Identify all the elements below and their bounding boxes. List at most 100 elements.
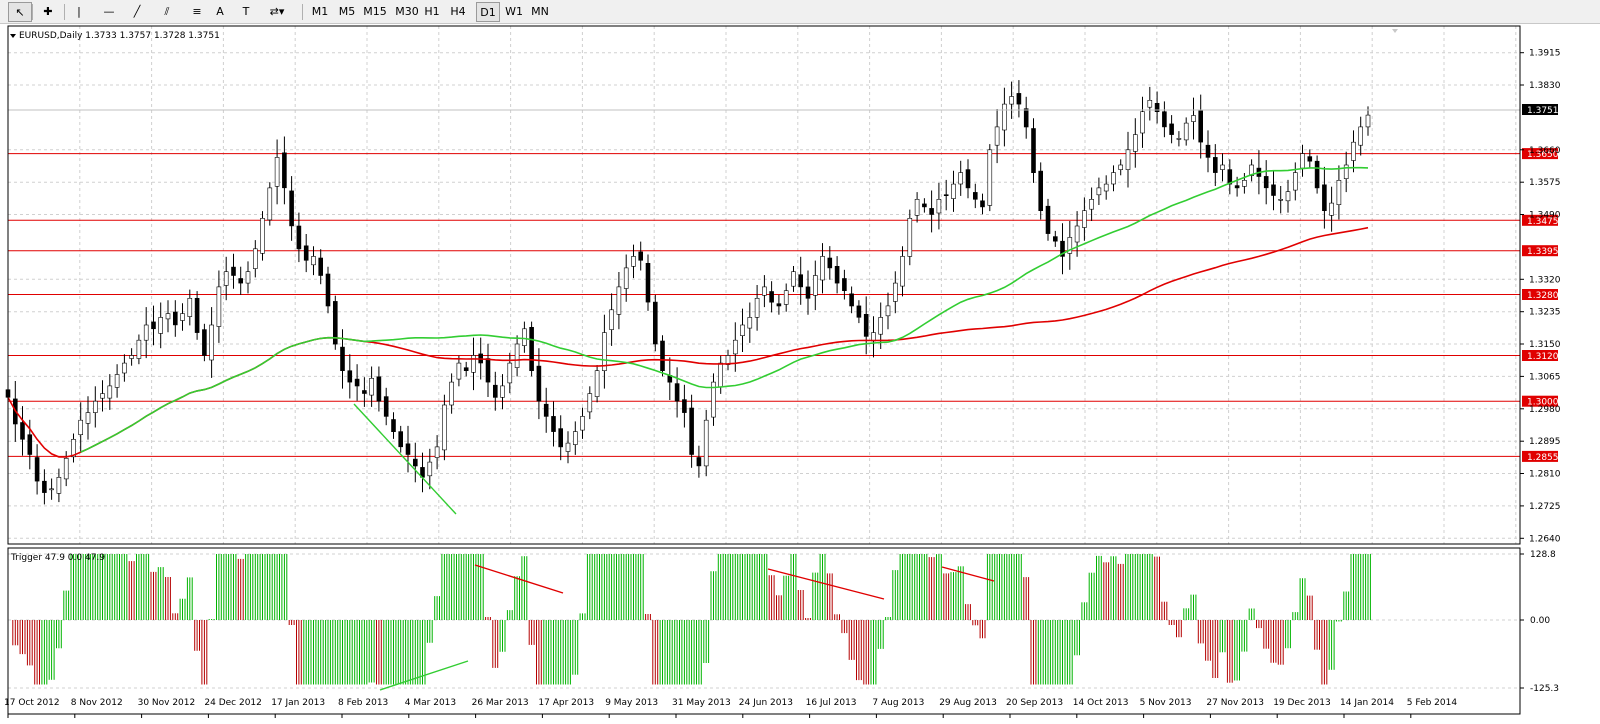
candle	[325, 266, 331, 314]
candle	[1125, 131, 1131, 188]
candle	[965, 159, 971, 199]
timeframe-m1-button[interactable]: M1	[311, 5, 329, 18]
candle	[194, 291, 200, 340]
candle	[289, 176, 294, 241]
candle	[456, 355, 462, 387]
candle	[245, 261, 251, 294]
trendline-green-main[interactable]	[353, 403, 457, 515]
main-chart-frame	[7, 25, 1521, 545]
y-tick-label: 1.3150	[1529, 340, 1561, 350]
y-tick-label: 1.2640	[1529, 534, 1561, 544]
current-price-label: 1.3751	[1527, 106, 1559, 116]
equidistant-channel-tool-button[interactable]: ⫽	[156, 2, 178, 22]
indicator-tick-label: -125.3	[1530, 684, 1559, 694]
candle	[638, 241, 644, 271]
horizontal-line-tool-button[interactable]: —	[98, 2, 120, 22]
support-resistance-lines[interactable]: 1.3650 1.3475 1.3395 1.3280 1.3120 1.3000 1.28…	[8, 148, 1559, 463]
candle	[1351, 130, 1356, 173]
candle	[1154, 91, 1160, 124]
candle	[1074, 211, 1080, 257]
trading-chart[interactable]: 1.3650 1.3475 1.3395 1.3280 1.3120 1.3000 1.28…	[0, 24, 1600, 724]
timeframe-mn-button[interactable]: MN	[531, 5, 549, 18]
candle	[631, 244, 636, 279]
text-tool-button[interactable]: A	[210, 2, 230, 22]
cursor-tool-button[interactable]: ↖	[8, 2, 32, 22]
candle	[1031, 118, 1036, 183]
x-tick-label: 20 Sep 2013	[1006, 698, 1063, 708]
candle	[543, 387, 549, 433]
candle	[143, 307, 149, 359]
timeframe-h4-button[interactable]: H4	[450, 5, 466, 18]
drawn-trendlines[interactable]	[353, 403, 995, 691]
arrows-tool-button[interactable]: ⇄▾	[262, 2, 292, 22]
candle	[1198, 94, 1203, 159]
x-tick-label: 30 Nov 2012	[138, 698, 196, 708]
chart-shift-marker-icon[interactable]	[1392, 29, 1398, 33]
x-tick-label: 5 Feb 2014	[1407, 698, 1458, 708]
candle	[711, 373, 716, 426]
candle	[1096, 177, 1102, 205]
candle	[776, 294, 782, 315]
candle	[551, 401, 556, 447]
candle	[609, 293, 614, 346]
trendline-red-indicator[interactable]	[767, 568, 885, 600]
candle	[1016, 80, 1022, 118]
trendline-green-indicator[interactable]	[379, 660, 469, 691]
timeframe-d1-button[interactable]: D1	[476, 2, 500, 22]
symbol-header: EURUSD,Daily 1.3733 1.3757 1.3728 1.3751	[19, 31, 220, 41]
timeframe-h1-button[interactable]: H1	[424, 5, 440, 18]
timeframe-m5-button[interactable]: M5	[338, 5, 356, 18]
candle	[216, 270, 222, 343]
text-label-tool-button[interactable]: T	[236, 2, 256, 22]
candle	[754, 285, 760, 331]
candle	[1322, 166, 1327, 229]
y-tick-label: 1.3660	[1529, 146, 1561, 156]
candle	[783, 283, 789, 312]
candle	[522, 321, 527, 353]
channel-icon: ⫽	[164, 5, 170, 18]
symbol-collapse-icon[interactable]	[10, 34, 16, 38]
level-label: 1.3475	[1527, 217, 1559, 227]
indicator-tick-label: 0.00	[1530, 616, 1550, 626]
trendline-tool-button[interactable]: ╱	[126, 2, 148, 22]
timeframe-m15-button[interactable]: M15	[363, 5, 387, 18]
fast-moving-average	[80, 166, 1369, 453]
candle	[1140, 96, 1145, 148]
x-tick-label: 16 Jul 2013	[806, 698, 857, 708]
candle	[42, 469, 47, 505]
fibonacci-tool-button[interactable]: ≡	[186, 2, 208, 22]
candle	[151, 305, 156, 346]
x-tick-label: 5 Nov 2013	[1140, 698, 1192, 708]
crosshair-tool-button[interactable]: ✚	[36, 2, 60, 22]
candle	[958, 160, 964, 196]
candle	[114, 364, 120, 398]
candle	[994, 109, 1000, 164]
horizontal-line-icon: —	[103, 5, 115, 18]
candle	[471, 337, 476, 391]
toolbar-separator	[302, 4, 303, 20]
x-tick-label: 24 Dec 2012	[204, 698, 262, 708]
candle	[391, 412, 396, 439]
level-label: 1.3120	[1527, 352, 1559, 362]
candle	[1227, 159, 1233, 195]
x-tick-label: 24 Jun 2013	[739, 698, 793, 708]
candle	[1191, 97, 1196, 140]
timeframe-w1-button[interactable]: W1	[505, 5, 523, 18]
x-tick-label: 27 Nov 2013	[1206, 698, 1264, 708]
vertical-line-tool-button[interactable]: |	[68, 2, 90, 22]
candle	[529, 321, 534, 377]
candle	[834, 256, 840, 294]
level-badge	[1522, 214, 1558, 226]
candle	[514, 335, 520, 377]
candle	[587, 386, 593, 420]
x-tick-label: 7 Aug 2013	[872, 698, 924, 708]
candle	[1103, 175, 1109, 200]
timeframe-m30-button[interactable]: M30	[395, 5, 419, 18]
candle	[842, 269, 847, 300]
candle	[863, 296, 869, 355]
candle	[892, 271, 898, 314]
trendline-red-indicator[interactable]	[941, 566, 995, 582]
candle	[616, 272, 622, 330]
trendline-red-indicator[interactable]	[474, 564, 564, 594]
candle	[558, 415, 564, 461]
